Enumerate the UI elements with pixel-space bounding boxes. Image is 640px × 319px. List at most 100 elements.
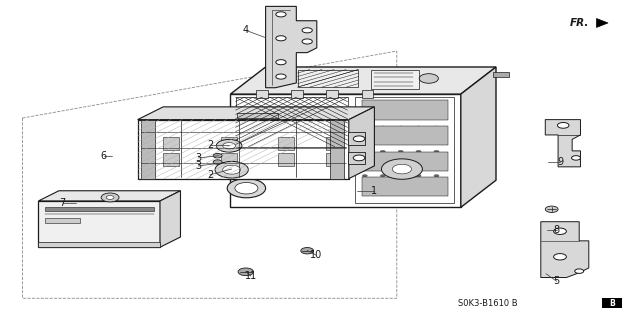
Circle shape xyxy=(434,102,439,104)
Bar xyxy=(285,159,303,168)
Circle shape xyxy=(362,138,367,141)
Circle shape xyxy=(301,248,314,254)
Bar xyxy=(332,148,349,158)
Circle shape xyxy=(434,174,439,177)
Bar xyxy=(262,159,280,168)
Circle shape xyxy=(416,174,421,177)
Circle shape xyxy=(434,126,439,129)
Polygon shape xyxy=(237,113,278,118)
Polygon shape xyxy=(541,222,589,278)
Polygon shape xyxy=(138,120,349,179)
Circle shape xyxy=(416,102,421,104)
Circle shape xyxy=(398,138,403,141)
Text: 2: 2 xyxy=(207,170,213,180)
Circle shape xyxy=(419,74,438,83)
Polygon shape xyxy=(461,67,496,207)
Polygon shape xyxy=(38,201,160,247)
Bar xyxy=(239,148,257,158)
Circle shape xyxy=(545,206,558,212)
Polygon shape xyxy=(38,191,180,201)
Circle shape xyxy=(353,155,365,161)
Circle shape xyxy=(398,187,403,189)
Bar xyxy=(362,152,448,171)
Bar xyxy=(330,120,344,179)
Text: 5: 5 xyxy=(554,276,560,286)
Circle shape xyxy=(434,114,439,116)
Circle shape xyxy=(362,162,367,165)
Circle shape xyxy=(106,196,114,199)
Circle shape xyxy=(276,60,286,65)
Circle shape xyxy=(223,143,236,149)
Circle shape xyxy=(398,114,403,116)
Text: 11: 11 xyxy=(244,271,257,281)
Text: B: B xyxy=(609,299,614,308)
Circle shape xyxy=(216,139,242,152)
Circle shape xyxy=(380,126,385,129)
Polygon shape xyxy=(349,107,374,179)
Bar xyxy=(38,242,160,247)
Bar xyxy=(348,152,365,164)
Circle shape xyxy=(380,138,385,141)
Circle shape xyxy=(572,156,580,160)
Text: 3: 3 xyxy=(195,161,202,171)
Bar xyxy=(285,148,303,158)
Bar xyxy=(362,100,448,120)
Circle shape xyxy=(353,136,365,142)
Text: 3: 3 xyxy=(195,153,202,163)
Text: 9: 9 xyxy=(557,157,563,167)
Circle shape xyxy=(302,39,312,44)
Circle shape xyxy=(380,114,385,116)
Circle shape xyxy=(554,254,566,260)
Circle shape xyxy=(434,150,439,153)
Polygon shape xyxy=(355,97,454,203)
Circle shape xyxy=(362,126,367,129)
Circle shape xyxy=(380,174,385,177)
Circle shape xyxy=(398,126,403,129)
Bar xyxy=(308,159,326,168)
Bar xyxy=(298,70,358,87)
Circle shape xyxy=(416,162,421,165)
Circle shape xyxy=(381,159,422,179)
Bar xyxy=(493,72,509,77)
Bar xyxy=(45,207,154,211)
Bar xyxy=(602,298,622,308)
Bar xyxy=(348,132,365,145)
Circle shape xyxy=(416,187,421,189)
Bar xyxy=(362,126,448,145)
Circle shape xyxy=(380,187,385,189)
Bar xyxy=(362,90,373,98)
Text: 1: 1 xyxy=(371,186,377,196)
Bar xyxy=(278,137,294,150)
Circle shape xyxy=(416,114,421,116)
Circle shape xyxy=(392,164,412,174)
Bar xyxy=(326,90,338,98)
Circle shape xyxy=(276,74,286,79)
Bar xyxy=(45,218,80,223)
Circle shape xyxy=(380,102,385,104)
Circle shape xyxy=(362,150,367,153)
Bar xyxy=(221,137,237,150)
Circle shape xyxy=(554,228,566,234)
Polygon shape xyxy=(266,6,317,88)
Circle shape xyxy=(362,114,367,116)
Circle shape xyxy=(416,126,421,129)
Circle shape xyxy=(575,269,584,273)
Circle shape xyxy=(398,162,403,165)
Text: 4: 4 xyxy=(243,25,249,35)
Text: 7: 7 xyxy=(60,197,66,208)
Circle shape xyxy=(416,138,421,141)
Circle shape xyxy=(398,150,403,153)
Bar xyxy=(221,153,237,166)
Bar xyxy=(291,90,303,98)
Polygon shape xyxy=(236,97,348,147)
Bar xyxy=(163,137,179,150)
Polygon shape xyxy=(138,107,374,120)
Circle shape xyxy=(276,12,286,17)
Circle shape xyxy=(213,153,222,158)
Polygon shape xyxy=(160,191,180,247)
Polygon shape xyxy=(545,120,580,167)
Bar xyxy=(326,153,342,166)
Circle shape xyxy=(302,28,312,33)
Circle shape xyxy=(238,268,253,276)
Polygon shape xyxy=(596,19,608,27)
